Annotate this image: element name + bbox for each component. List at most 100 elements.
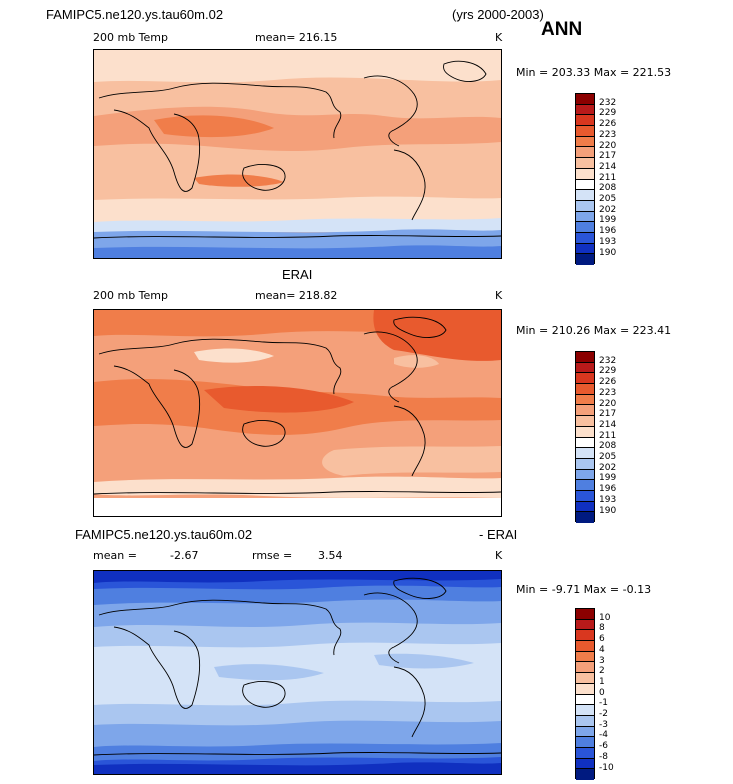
panel2-map <box>93 309 502 517</box>
panel2-title: ERAI <box>282 267 313 282</box>
colorbar-swatch <box>576 737 594 748</box>
colorbar-swatch <box>576 104 594 116</box>
colorbar-swatch <box>576 394 594 406</box>
colorbar-swatch <box>576 243 594 255</box>
colorbar-swatch <box>576 179 594 191</box>
colorbar-swatch <box>576 651 594 663</box>
colorbar-swatch <box>576 662 594 674</box>
colorbar-tick-label: 193 <box>599 236 617 247</box>
colorbar-swatch <box>576 190 594 201</box>
panel1-minmax: Min = 203.33 Max = 221.53 <box>516 66 672 79</box>
colorbar-tick-label: -6 <box>599 741 608 752</box>
colorbar-swatch <box>576 405 594 417</box>
panel3-title-right: - ERAI <box>479 527 518 542</box>
colorbar-tick-label: -3 <box>599 719 608 730</box>
colorbar-tick-label: 217 <box>599 151 617 162</box>
panel2-units: K <box>495 289 503 302</box>
colorbar-tick-label: 6 <box>599 634 605 645</box>
colorbar-tick-label: -10 <box>599 762 614 773</box>
colorbar-swatch <box>576 469 594 481</box>
colorbar-tick-label: 217 <box>599 409 617 420</box>
colorbar-tick-label: 10 <box>599 612 611 623</box>
colorbar-swatch <box>576 501 594 513</box>
colorbar-tick-label: 229 <box>599 108 617 119</box>
colorbar-panel2 <box>575 351 595 523</box>
colorbar-panel3 <box>575 608 595 780</box>
panel2-minmax: Min = 210.26 Max = 223.41 <box>516 324 672 337</box>
colorbar-tick-label: 226 <box>599 377 617 388</box>
colorbar-swatch <box>576 641 594 652</box>
panel3-rmse-value: 3.54 <box>318 549 343 562</box>
colorbar-tick-label: 223 <box>599 387 617 398</box>
colorbar-tick-label: 214 <box>599 419 617 430</box>
panel1-field-label: 200 mb Temp <box>93 31 169 44</box>
colorbar-tick-label: 8 <box>599 623 605 634</box>
colorbar-tick-label: 0 <box>599 687 605 698</box>
colorbar-swatch <box>576 168 594 180</box>
colorbar-tick-label: 226 <box>599 119 617 130</box>
colorbar-tick-label: 196 <box>599 226 617 237</box>
colorbar-tick-label: 232 <box>599 97 617 108</box>
colorbar-swatch <box>576 232 594 244</box>
colorbar-tick-label: 205 <box>599 194 617 204</box>
colorbar-swatch <box>576 94 594 105</box>
colorbar-tick-label: 229 <box>599 366 617 377</box>
colorbar-swatch <box>576 416 594 427</box>
colorbar-swatch <box>576 619 594 631</box>
panel1-units: K <box>495 31 503 44</box>
colorbar-swatch <box>576 458 594 470</box>
colorbar-tick-label: 202 <box>599 462 617 473</box>
colorbar-swatch <box>576 758 594 770</box>
colorbar-tick-label: -8 <box>599 751 608 762</box>
panel3-mean-label: mean = <box>93 549 137 562</box>
colorbar-tick-label: 3 <box>599 655 605 666</box>
panel2-mean: mean= 218.82 <box>255 289 338 302</box>
colorbar-swatch <box>576 726 594 738</box>
colorbar-tick-label: 211 <box>599 172 617 183</box>
panel3-rmse-label: rmse = <box>252 549 293 562</box>
years-label: (yrs 2000-2003) <box>452 7 544 22</box>
colorbar-tick-label: 2 <box>599 666 605 677</box>
colorbar-swatch <box>576 715 594 727</box>
colorbar-swatch <box>576 362 594 374</box>
season-label: ANN <box>541 19 583 40</box>
colorbar-swatch <box>576 480 594 491</box>
colorbar-tick-label: 199 <box>599 473 617 484</box>
colorbar-tick-label: 208 <box>599 183 617 194</box>
colorbar-tick-label: 4 <box>599 644 605 655</box>
colorbar-swatch <box>576 352 594 363</box>
colorbar-swatch <box>576 448 594 459</box>
colorbar-swatch <box>576 384 594 395</box>
colorbar-swatch <box>576 211 594 223</box>
colorbar-swatch <box>576 115 594 127</box>
colorbar-tick-label: 232 <box>599 355 617 366</box>
colorbar-tick-label: 199 <box>599 215 617 226</box>
colorbar-tick-label: 211 <box>599 430 617 441</box>
panel3-units: K <box>495 549 503 562</box>
colorbar-tick-label: 208 <box>599 441 617 452</box>
colorbar-swatch <box>576 200 594 212</box>
colorbar-panel1 <box>575 93 595 265</box>
colorbar-tick-label: 193 <box>599 494 617 505</box>
colorbar-swatch <box>576 254 594 265</box>
panel2-field-label: 200 mb Temp <box>93 289 169 302</box>
colorbar-swatch <box>576 609 594 620</box>
colorbar-swatch <box>576 222 594 233</box>
colorbar-swatch <box>576 490 594 502</box>
colorbar-tick-label: 190 <box>599 505 617 516</box>
colorbar-swatch <box>576 136 594 148</box>
colorbar-swatch <box>576 683 594 695</box>
colorbar-swatch <box>576 158 594 169</box>
case-title: FAMIPC5.ne120.ys.tau60m.02 <box>46 7 224 22</box>
colorbar-tick-label: 205 <box>599 452 617 462</box>
colorbar-swatch <box>576 694 594 706</box>
colorbar-tick-label: 202 <box>599 204 617 215</box>
colorbar-tick-label: 220 <box>599 140 617 151</box>
panel1-map <box>93 49 502 259</box>
colorbar-swatch <box>576 437 594 449</box>
colorbar-swatch <box>576 705 594 716</box>
colorbar-tick-label: 1 <box>599 676 605 687</box>
colorbar-tick-label: 214 <box>599 161 617 172</box>
colorbar-swatch <box>576 426 594 438</box>
colorbar-tick-label: 220 <box>599 398 617 409</box>
